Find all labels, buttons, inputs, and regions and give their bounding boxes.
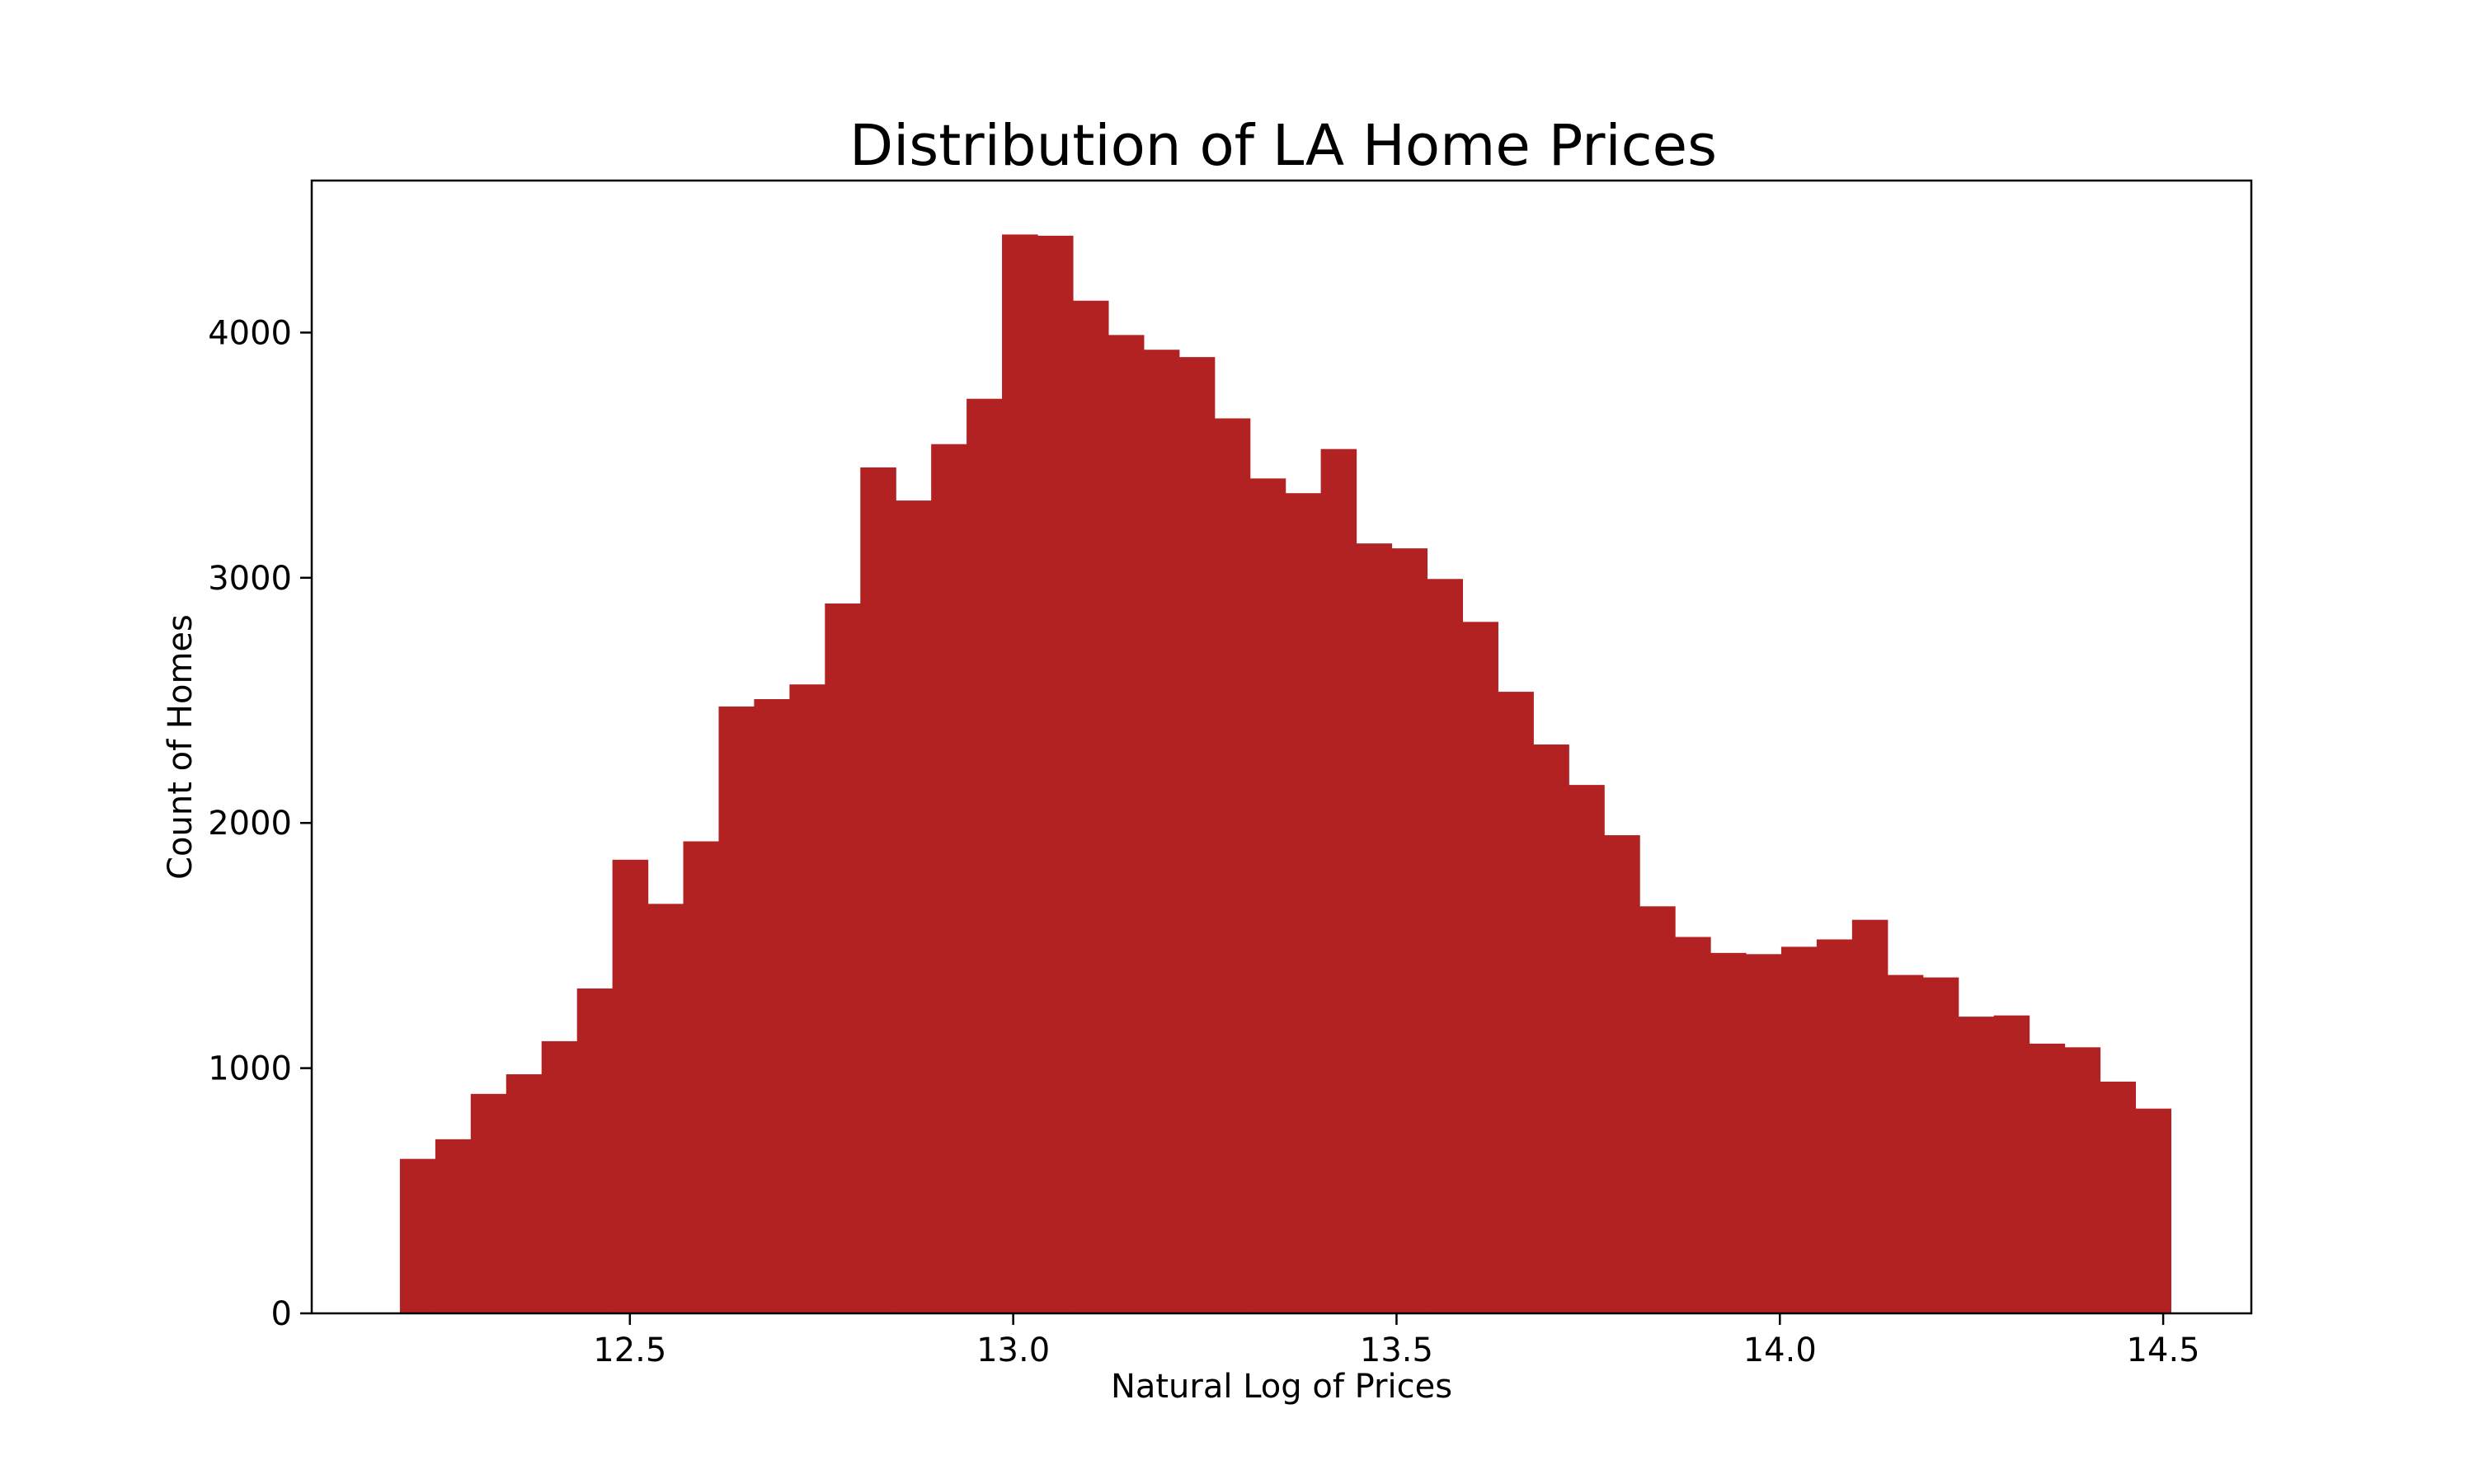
y-tick-label: 2000: [208, 805, 292, 843]
x-tick-label: 13.5: [1360, 1331, 1433, 1369]
x-tick-label: 14.5: [2127, 1331, 2200, 1369]
histogram-bar: [1427, 579, 1463, 1313]
histogram-bar: [1533, 744, 1569, 1313]
histogram-bar: [1780, 946, 1818, 1313]
histogram-bar: [1178, 357, 1216, 1313]
y-tick-label: 1000: [208, 1050, 292, 1088]
histogram-bar: [1002, 234, 1038, 1314]
axes-frame: [310, 179, 2253, 1315]
histogram-bar: [506, 1074, 543, 1313]
histogram-bar: [435, 1139, 472, 1313]
histogram-bar: [576, 988, 614, 1313]
histogram-bar: [399, 1158, 436, 1313]
histogram-bar: [860, 467, 896, 1314]
histogram-bar: [967, 398, 1003, 1314]
y-axis: 0 1000 2000 3000 4000: [208, 314, 312, 1333]
histogram-bar: [1569, 785, 1605, 1313]
histogram-bar: [825, 603, 861, 1313]
histogram-bar: [1143, 350, 1180, 1314]
x-tick-label: 13.0: [976, 1331, 1050, 1369]
histogram-bar: [1816, 939, 1853, 1313]
histogram-bar: [1745, 954, 1782, 1313]
histogram-bar: [1887, 974, 1924, 1313]
histogram-bar: [1639, 906, 1676, 1313]
histogram-bar: [1320, 448, 1357, 1314]
histogram-bar: [1851, 919, 1888, 1313]
histogram-bar: [1072, 300, 1109, 1314]
histogram-bar: [931, 444, 967, 1314]
histogram-bar: [1993, 1015, 2030, 1313]
histogram-bar: [2100, 1081, 2137, 1313]
x-tick-label: 14.0: [1743, 1331, 1817, 1369]
histogram-bar: [2064, 1047, 2101, 1313]
histogram-bar: [1498, 692, 1534, 1313]
y-tick-label: 0: [271, 1295, 292, 1333]
histogram-bar: [1710, 952, 1747, 1313]
y-tick-label: 3000: [208, 560, 292, 598]
histogram-bar: [2135, 1108, 2171, 1313]
histogram-bar: [1462, 622, 1498, 1313]
histogram-bar: [896, 500, 932, 1313]
histogram-bar: [683, 841, 720, 1313]
histogram-bar: [1037, 235, 1074, 1313]
histogram-bar: [647, 904, 684, 1313]
histogram-bar: [2029, 1043, 2066, 1313]
x-tick-label: 12.5: [593, 1331, 666, 1369]
histogram-bar: [1922, 977, 1959, 1313]
histogram-bar: [754, 699, 790, 1313]
histogram-bar: [1108, 335, 1145, 1313]
histogram-bar: [789, 684, 825, 1313]
histogram-bar: [541, 1040, 578, 1313]
histogram-bar: [1958, 1017, 1995, 1313]
histogram-bar: [1356, 543, 1393, 1313]
histogram-bar: [1214, 418, 1251, 1314]
chart-title: Distribution of LA Home Prices: [849, 113, 1717, 179]
histogram-bar: [1391, 548, 1428, 1313]
histogram-bar: [612, 859, 649, 1313]
histogram-bar: [1285, 493, 1322, 1313]
y-axis-label: Count of Homes: [162, 614, 200, 880]
histogram-bar: [718, 706, 755, 1313]
y-tick-label: 4000: [208, 314, 292, 352]
x-axis: 12.5 13.0 13.5 14.0 14.5: [593, 1313, 2200, 1369]
histogram-bars: [399, 234, 2171, 1314]
x-axis-label: Natural Log of Prices: [1111, 1368, 1452, 1406]
histogram-bar: [1675, 937, 1711, 1313]
histogram-bar: [470, 1093, 507, 1313]
histogram-bar: [1604, 835, 1640, 1313]
histogram-bar: [1249, 478, 1286, 1313]
